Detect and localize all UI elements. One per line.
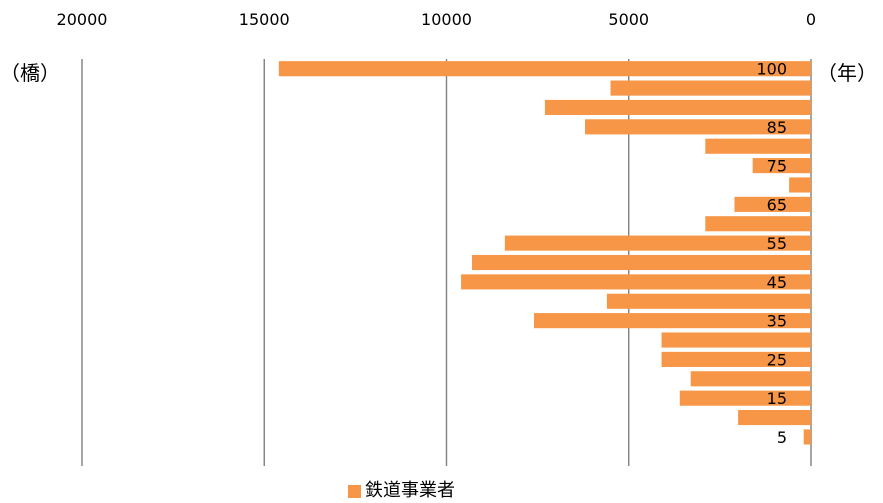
y-category-label: 25 [767, 350, 787, 369]
bar-80 [705, 138, 811, 154]
bar-15 [679, 390, 811, 406]
bar-5 [803, 429, 811, 445]
x-tick-label: 20000 [57, 10, 108, 29]
bar-90 [544, 99, 811, 116]
x-tick-label: 0 [806, 10, 816, 29]
x-axis-ticks: 20000 15000 10000 5000 0 [57, 10, 817, 29]
bar-70 [789, 177, 811, 193]
bar-50 [472, 254, 811, 271]
y-category-label: 5 [777, 428, 787, 447]
legend-label: 鉄道事業者 [365, 480, 455, 501]
bar-20 [690, 371, 811, 387]
bar-25 [661, 351, 811, 367]
x-unit-label: （橋） [0, 61, 60, 85]
bar-55 [504, 235, 811, 251]
bar-60 [705, 216, 811, 232]
bar-10 [738, 409, 811, 426]
bar-45 [461, 274, 811, 290]
bar-chart: 20000 15000 10000 5000 0 100 85 75 65 55 45 35 25 15… [0, 10, 877, 466]
y-unit-label: （年） [817, 61, 877, 85]
bar-65 [734, 196, 811, 212]
x-tick-label: 5000 [608, 10, 649, 29]
y-category-label: 75 [767, 157, 787, 176]
y-category-label: 35 [767, 312, 787, 331]
legend-swatch [348, 484, 361, 498]
bar-85 [585, 119, 811, 135]
x-tick-label: 15000 [239, 10, 290, 29]
bars [278, 61, 812, 445]
y-category-label: 55 [767, 234, 787, 253]
legend: 鉄道事業者 [348, 480, 455, 502]
bar-75 [752, 158, 811, 174]
bar-40 [606, 293, 811, 309]
y-category-label: 45 [767, 273, 787, 292]
x-tick-label: 10000 [421, 10, 472, 29]
bar-35 [533, 313, 811, 329]
y-axis-category-labels: 100 85 75 65 55 45 35 25 15 5 [756, 60, 787, 447]
bar-95 [610, 80, 811, 96]
y-category-label: 65 [767, 195, 787, 214]
bar-100 [278, 61, 812, 77]
y-category-label: 15 [767, 389, 787, 408]
bar-30 [661, 332, 811, 348]
y-category-label: 100 [756, 60, 787, 79]
y-category-label: 85 [767, 118, 787, 137]
